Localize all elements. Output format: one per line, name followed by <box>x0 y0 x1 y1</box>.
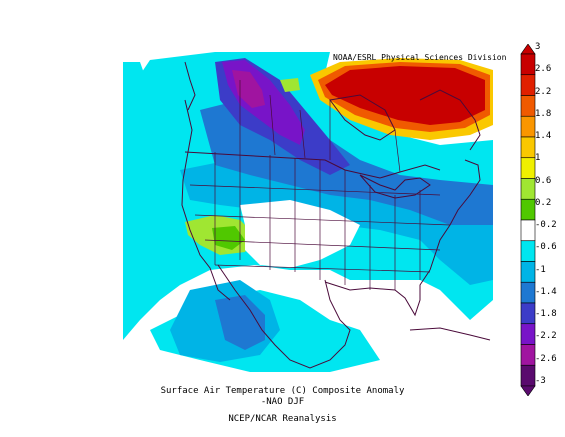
west-coast <box>181 99 231 301</box>
colorbar-label: 1.4 <box>535 131 552 142</box>
colorbar-swatch <box>520 219 536 242</box>
alaska-coast <box>184 61 196 111</box>
caption-line-1: Surface Air Temperature (C) Composite An… <box>160 386 405 396</box>
anomaly-zone-slight-warm-pocket <box>212 226 245 250</box>
colorbar-label: -0.6 <box>535 242 557 253</box>
caribbean-islands <box>409 327 491 341</box>
colorbar-swatch <box>520 240 536 262</box>
colorbar-swatch <box>520 95 536 117</box>
anomaly-zone-strong-warm <box>325 66 485 125</box>
colorbar-swatch <box>520 323 536 345</box>
state-border <box>214 264 431 273</box>
colorbar-label: -1.4 <box>535 286 557 297</box>
province-border <box>394 129 401 173</box>
colorbar-swatch <box>520 302 536 325</box>
east-coast <box>429 159 481 271</box>
province-border <box>299 109 306 159</box>
labrador-coast <box>419 89 481 151</box>
boundary-lines <box>181 61 491 369</box>
colorbar <box>520 44 536 396</box>
colorbar-label: -2.6 <box>535 353 557 364</box>
hudson-bay-coast <box>329 94 396 141</box>
us-canada-border <box>184 151 441 179</box>
caption-line-3: NCEP/NCAR Reanalysis <box>228 414 337 424</box>
anomaly-zone-slight-cold-3 <box>123 62 160 170</box>
anomaly-zone-slight-warm-north <box>280 78 300 92</box>
colorbar-swatch <box>520 157 536 179</box>
colorbar-label: -1.8 <box>535 309 557 320</box>
credit-text: NOAA/ESRL Physical Sciences Division <box>333 53 507 62</box>
mexico-coast <box>217 264 351 369</box>
state-borders <box>189 80 451 290</box>
anomaly-zone-extreme-cold <box>232 70 265 108</box>
colorbar-swatch <box>520 344 536 366</box>
colorbar-label: 1.8 <box>535 108 552 119</box>
colorbar-label: 3 <box>535 42 541 52</box>
colorbar-label: 2.6 <box>535 64 552 75</box>
state-border <box>189 184 441 196</box>
colorbar-bottom-arrow <box>520 385 536 396</box>
colorbar-swatch <box>520 178 536 200</box>
colorbar-label: 0.6 <box>535 175 552 186</box>
colorbar-label: 0.2 <box>535 197 552 208</box>
colorbar-swatch <box>520 364 536 387</box>
gulf-coast <box>324 269 431 317</box>
colorbar-swatch <box>520 53 536 76</box>
colorbar-label: -2.2 <box>535 331 557 342</box>
colorbar-label: -1 <box>535 264 546 275</box>
great-lakes <box>359 174 431 199</box>
colorbar-swatch <box>520 115 536 138</box>
colorbar-swatch <box>520 261 536 283</box>
colorbar-label: -0.2 <box>535 220 557 231</box>
colorbar-swatch <box>520 136 536 159</box>
colorbar-label: 2.2 <box>535 86 552 97</box>
anomaly-zone-moderate-cold-south <box>215 295 265 350</box>
colorbar-top-arrow <box>520 44 536 55</box>
colorbar-swatch <box>520 198 536 221</box>
colorbar-label: -3 <box>535 376 546 386</box>
state-border <box>204 239 441 251</box>
colorbar-swatch <box>520 281 536 304</box>
province-border <box>269 94 276 156</box>
colorbar-label: 1 <box>535 153 541 164</box>
caption-line-2: -NAO DJF <box>260 397 305 407</box>
state-border <box>194 214 451 226</box>
colorbar-swatch <box>520 74 536 96</box>
